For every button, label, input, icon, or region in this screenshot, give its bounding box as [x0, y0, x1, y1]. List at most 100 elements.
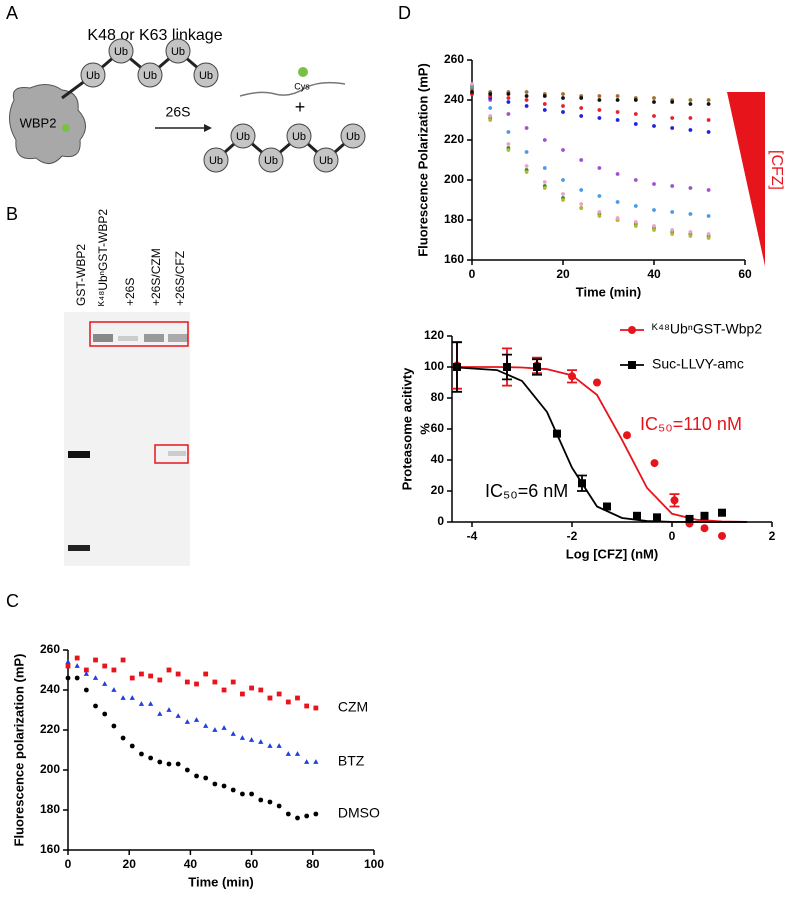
point	[561, 104, 565, 108]
point	[706, 98, 711, 102]
point	[147, 701, 154, 706]
ubiquitin-label: Ub	[171, 46, 185, 58]
point	[700, 524, 709, 533]
point	[157, 711, 163, 716]
point	[258, 739, 264, 744]
point	[93, 657, 98, 663]
band	[68, 545, 90, 551]
point	[157, 677, 163, 683]
point	[470, 90, 474, 94]
point	[623, 431, 631, 440]
point	[597, 194, 602, 198]
y-tick-label: 180	[444, 212, 464, 226]
ubiquitin-label: Ub	[199, 70, 213, 82]
point	[652, 224, 656, 228]
point	[685, 514, 694, 523]
point	[652, 96, 656, 100]
point	[92, 675, 99, 680]
ubiquitin	[230, 123, 256, 149]
point	[542, 108, 547, 112]
ubiquitin-label: Ub	[143, 70, 157, 82]
point	[688, 212, 693, 216]
y-tick-label: 240	[40, 682, 60, 696]
point	[212, 727, 218, 732]
point	[688, 230, 693, 234]
y-tick-label: 200	[444, 172, 464, 186]
x-tick-label: 40	[647, 267, 661, 281]
panel-letter: C	[6, 591, 19, 611]
point	[524, 98, 529, 102]
point	[102, 681, 108, 686]
point	[718, 531, 726, 540]
fit-curve	[452, 366, 748, 523]
band	[68, 451, 90, 458]
y-axis-label: Fluorescence Polarization (mP)	[415, 63, 430, 257]
point	[652, 208, 656, 212]
point	[506, 96, 511, 100]
y-tick-label: 260	[40, 642, 60, 656]
point	[276, 803, 282, 809]
point	[561, 96, 565, 100]
lane-label: +26S	[123, 278, 137, 306]
x-tick-label: -2	[567, 529, 578, 543]
point	[542, 166, 547, 170]
annotation: IC₅₀=110 nM	[640, 414, 742, 434]
series-label: DMSO	[338, 805, 380, 821]
point	[561, 192, 565, 196]
point	[615, 172, 620, 176]
point	[524, 164, 529, 168]
y-tick-label: 100	[424, 359, 444, 373]
point	[139, 751, 144, 757]
point	[700, 511, 709, 520]
legend-label: Suc-LLVY-amc	[652, 356, 744, 372]
point	[148, 755, 154, 761]
point	[276, 743, 282, 748]
point	[524, 150, 529, 154]
point	[221, 725, 227, 730]
point	[670, 232, 675, 236]
point	[83, 667, 89, 673]
band	[93, 334, 113, 342]
y-tick-label: 80	[431, 390, 445, 404]
point	[718, 508, 726, 517]
y-axis-label: %	[417, 423, 432, 435]
point	[139, 671, 144, 677]
point	[249, 685, 254, 691]
point	[652, 100, 656, 104]
point	[542, 94, 547, 98]
point	[670, 228, 675, 232]
point	[212, 781, 218, 787]
point	[506, 148, 511, 152]
point	[295, 695, 300, 701]
point	[184, 719, 190, 724]
ubiquitin	[108, 38, 134, 64]
point	[561, 148, 565, 152]
point	[258, 687, 264, 693]
point	[488, 118, 493, 122]
point	[506, 142, 511, 146]
point	[653, 513, 661, 522]
fit-curve	[451, 366, 747, 523]
point	[670, 126, 675, 130]
ubiquitin-label: Ub	[209, 155, 223, 167]
point	[65, 675, 71, 681]
point	[706, 214, 711, 218]
point	[579, 114, 584, 118]
ubiquitin	[340, 123, 366, 149]
ubiquitin	[80, 62, 106, 88]
ubiquitin	[137, 62, 163, 88]
point	[285, 751, 291, 756]
point	[65, 663, 71, 669]
point	[524, 126, 529, 130]
point	[120, 657, 126, 663]
point	[111, 687, 117, 692]
highlight-box	[89, 321, 189, 347]
point	[628, 326, 636, 334]
gel: GST-WBP2 ᴷ⁴⁸UbⁿGST-WBP2 +26S +26S/CZM +2…	[64, 209, 190, 566]
point	[506, 100, 511, 104]
x-tick-label: 60	[245, 857, 259, 871]
cysteine-label: Cys	[294, 81, 310, 91]
lane-label: GST-WBP2	[74, 244, 88, 306]
point	[203, 723, 209, 728]
